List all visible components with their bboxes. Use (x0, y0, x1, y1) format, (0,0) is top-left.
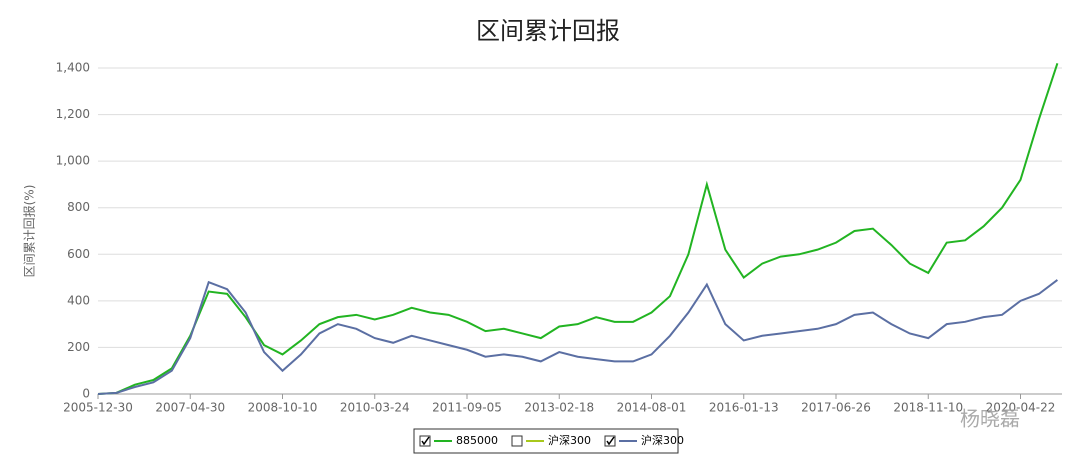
x-tick-label: 2007-04-30 (155, 401, 225, 415)
legend-checkbox[interactable] (419, 435, 431, 447)
x-tick-label: 2008-10-10 (248, 401, 318, 415)
y-tick-label: 800 (67, 200, 90, 214)
legend-check (606, 436, 615, 446)
x-tick-label: 2014-08-01 (617, 401, 687, 415)
y-tick-label: 1,200 (56, 107, 90, 121)
legend-label: 885000 (456, 434, 498, 447)
legend-checkbox[interactable] (511, 435, 523, 447)
x-tick-label: 2016-01-13 (709, 401, 779, 415)
line-series (97, 63, 1059, 395)
x-tick-label: 2013-02-18 (524, 401, 594, 415)
legend-label: 沪深300 (548, 433, 591, 447)
y-axis-label: 区间累计回报(%) (22, 185, 37, 278)
legend-check (421, 436, 430, 446)
x-tick-label: 2018-11-10 (893, 401, 963, 415)
y-tick-label: 1,000 (56, 154, 90, 168)
x-tick-label: 2005-12-30 (63, 401, 133, 415)
x-tick-label: 2020-04-22 (986, 401, 1056, 415)
line-series (97, 279, 1059, 395)
x-tick-label: 2017-06-26 (801, 401, 871, 415)
legend-checkbox[interactable] (604, 435, 616, 447)
y-tick-label: 400 (67, 293, 90, 307)
legend-label: 沪深300 (641, 433, 684, 447)
x-tick-label: 2010-03-24 (340, 401, 410, 415)
y-tick-label: 0 (82, 387, 90, 401)
y-tick-label: 1,400 (56, 61, 90, 75)
chart-title: 区间累计回报 (476, 17, 620, 45)
y-tick-label: 600 (67, 247, 90, 261)
x-tick-label: 2011-09-05 (432, 401, 502, 415)
legend-box (413, 428, 679, 454)
y-tick-label: 200 (67, 340, 90, 354)
watermark: 杨晓磊 (960, 407, 1020, 431)
